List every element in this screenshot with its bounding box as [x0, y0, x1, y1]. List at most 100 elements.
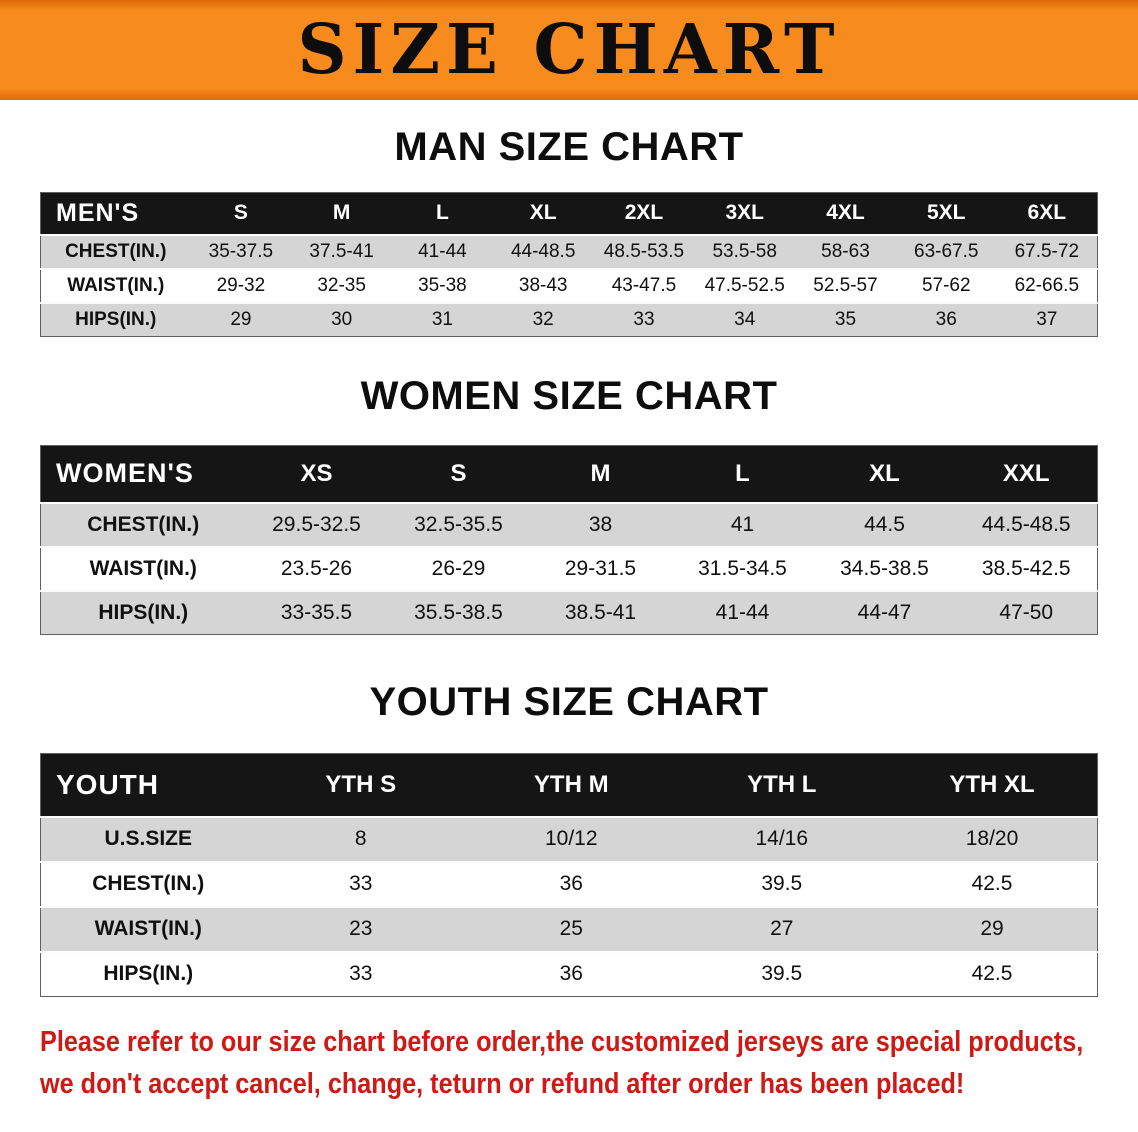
size-value-cell: 44-47	[857, 600, 912, 624]
size-column-header: L	[735, 459, 750, 487]
table-row: HIPS(IN.) 29 30 31 32 33 34 35 36 37	[40, 302, 1098, 337]
table-header-row: MEN'S S M L XL 2XL 3XL 4XL 5XL 6XL	[40, 192, 1098, 235]
disclaimer: Please refer to our size chart before or…	[0, 997, 1138, 1105]
page-title: SIZE CHART	[297, 10, 841, 90]
size-value-cell: 33-35.5	[280, 600, 353, 624]
size-column-header: YTH XL	[949, 770, 1035, 798]
size-column-header: S	[450, 459, 467, 487]
youth-section: YOUTH SIZE CHART YOUTH YTH S YTH M YTH L YTH…	[0, 679, 1138, 997]
table-row: WAIST(IN.) 29-32 32-35 35-38 38-43 43-47.5 47.…	[40, 268, 1098, 303]
size-value-cell: 35-38	[418, 274, 467, 296]
size-value-cell: 38	[588, 512, 613, 536]
size-value-cell: 67.5-72	[1014, 240, 1080, 262]
size-value-cell: 38.5-42.5	[981, 556, 1071, 580]
size-column-header: XL	[529, 201, 557, 225]
size-value-cell: 23	[349, 917, 373, 940]
size-value-cell: 36	[559, 872, 583, 895]
size-value-cell: 34	[734, 308, 756, 330]
size-value-cell: 29-32	[216, 274, 266, 296]
size-value-cell: 57-62	[921, 274, 971, 296]
size-value-cell: 18/20	[965, 827, 1019, 850]
size-value-cell: 37	[1036, 308, 1058, 330]
size-value-cell: 29	[230, 308, 252, 330]
size-column-header: M	[332, 201, 351, 225]
size-value-cell: 39.5	[761, 872, 803, 895]
size-value-cell: 52.5-57	[813, 274, 878, 296]
table-row: U.S.SIZE 8 10/12 14/16 18/20	[40, 816, 1098, 862]
size-column-header: YTH S	[325, 770, 397, 798]
table-row: CHEST(IN.) 35-37.5 37.5-41 41-44 44-48.5 48.5…	[40, 234, 1098, 269]
men-section: MAN SIZE CHART MEN'S S M L XL 2XL 3XL 4XL 5XL 6XL…	[0, 124, 1138, 337]
size-value-cell: 44-48.5	[510, 240, 576, 262]
size-value-cell: 23.5-26	[280, 556, 353, 580]
size-column-header: 6XL	[1027, 201, 1067, 225]
size-column-header: S	[233, 201, 248, 225]
size-value-cell: 25	[559, 917, 583, 940]
size-value-cell: 33	[633, 308, 655, 330]
size-value-cell: 33	[349, 962, 373, 986]
size-value-cell: 37.5-41	[309, 240, 374, 262]
table-corner-label: WOMEN'S	[56, 458, 194, 489]
row-label: WAIST(IN.)	[94, 917, 202, 940]
size-value-cell: 26-29	[431, 556, 486, 580]
row-label: HIPS(IN.)	[75, 308, 157, 330]
size-value-cell: 53.5-58	[712, 240, 777, 262]
table-corner-label: MEN'S	[56, 198, 140, 227]
size-column-header: YTH L	[747, 770, 817, 798]
size-value-cell: 58-63	[821, 240, 870, 262]
women-size-table: WOMEN'S XS S M L XL XXL CHEST(IN.) 29.5-32.5 32.5…	[40, 445, 1098, 635]
table-row: HIPS(IN.) 33 36 39.5 42.5	[40, 951, 1098, 997]
table-row: CHEST(IN.) 29.5-32.5 32.5-35.5 38 41 44.5 44.5…	[40, 502, 1098, 547]
row-label: HIPS(IN.)	[103, 962, 194, 986]
table-corner-label: YOUTH	[56, 768, 159, 800]
table-row: CHEST(IN.) 33 36 39.5 42.5	[40, 861, 1098, 907]
size-column-header: 2XL	[624, 201, 664, 225]
size-value-cell: 39.5	[761, 962, 803, 986]
size-value-cell: 41-44	[715, 600, 770, 624]
size-value-cell: 8	[354, 827, 367, 850]
size-value-cell: 42.5	[971, 872, 1013, 895]
men-size-table: MEN'S S M L XL 2XL 3XL 4XL 5XL 6XL CHEST(IN.) 35-37…	[40, 192, 1098, 337]
women-table-wrap: WOMEN'S XS S M L XL XXL CHEST(IN.) 29.5-32.5 32.5…	[0, 445, 1138, 635]
size-column-header: XL	[869, 459, 900, 487]
size-value-cell: 27	[770, 917, 794, 940]
size-value-cell: 43-47.5	[611, 274, 677, 296]
size-value-cell: 31	[431, 308, 453, 330]
size-column-header: L	[436, 201, 449, 225]
youth-table-wrap: YOUTH YTH S YTH M YTH L YTH XL U.S.SIZE 8 10/12…	[0, 753, 1138, 997]
size-value-cell: 34.5-38.5	[840, 556, 929, 580]
size-value-cell: 29	[980, 917, 1004, 940]
table-row: WAIST(IN.) 23 25 27 29	[40, 906, 1098, 952]
men-table-wrap: MEN'S S M L XL 2XL 3XL 4XL 5XL 6XL CHEST(IN.) 35-37…	[0, 192, 1138, 337]
size-value-cell: 35.5-38.5	[414, 600, 503, 624]
size-column-header: 4XL	[826, 201, 865, 225]
size-value-cell: 47-50	[999, 600, 1054, 624]
size-value-cell: 36	[559, 962, 583, 986]
youth-section-heading: YOUTH SIZE CHART	[369, 680, 769, 724]
size-value-cell: 38-43	[518, 274, 568, 296]
size-value-cell: 10/12	[544, 827, 598, 850]
table-header-row: WOMEN'S XS S M L XL XXL	[40, 445, 1098, 503]
size-value-cell: 32-35	[317, 274, 366, 296]
disclaimer-line-2: we don't accept cancel, change, teturn o…	[40, 1068, 965, 1101]
size-value-cell: 30	[331, 308, 353, 330]
row-label: CHEST(IN.)	[87, 512, 200, 536]
row-label: CHEST(IN.)	[65, 240, 167, 262]
size-column-header: XS	[300, 459, 333, 487]
size-value-cell: 63-67.5	[914, 240, 979, 262]
size-value-cell: 35	[834, 308, 857, 330]
size-value-cell: 41	[730, 512, 755, 536]
table-row: WAIST(IN.) 23.5-26 26-29 29-31.5 31.5-34.5 34…	[40, 546, 1098, 591]
size-value-cell: 32.5-35.5	[414, 512, 503, 536]
banner: SIZE CHART	[0, 0, 1138, 100]
size-value-cell: 29-31.5	[564, 556, 637, 580]
size-column-header: XXL	[1002, 459, 1050, 487]
row-label: WAIST(IN.)	[89, 556, 197, 580]
size-value-cell: 41-44	[418, 240, 467, 262]
row-label: WAIST(IN.)	[67, 274, 165, 296]
size-value-cell: 38.5-41	[564, 600, 637, 624]
size-value-cell: 29.5-32.5	[272, 512, 361, 536]
women-section: WOMEN SIZE CHART WOMEN'S XS S M L XL XXL CHEST(…	[0, 373, 1138, 635]
size-value-cell: 32	[532, 308, 554, 330]
